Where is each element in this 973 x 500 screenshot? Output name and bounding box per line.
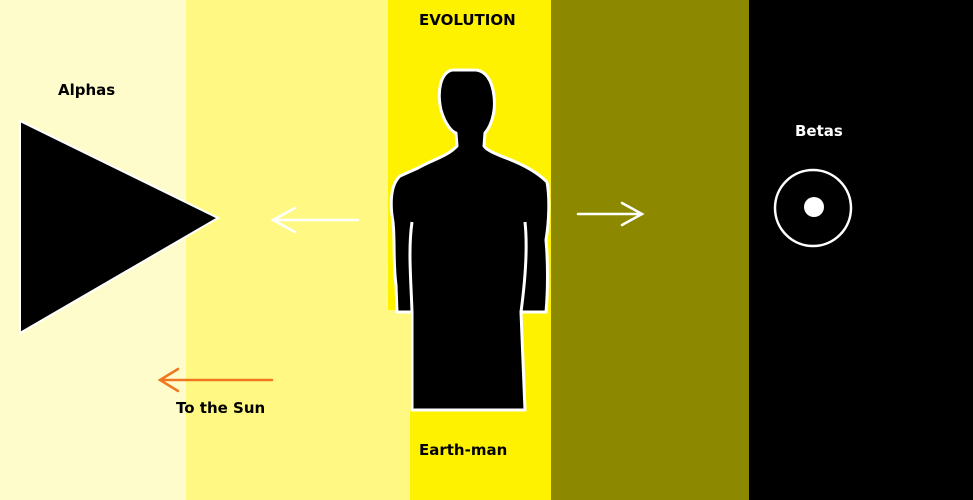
- alphas-label: Alphas: [58, 81, 116, 99]
- sun-arrow-icon: [157, 367, 274, 393]
- diagram-title: EVOLUTION: [419, 11, 516, 29]
- to-the-sun-label: To the Sun: [176, 399, 266, 417]
- betas-label: Betas: [795, 122, 843, 140]
- alphas-triangle-shape: [19, 119, 221, 335]
- earth-man-silhouette-icon: [388, 68, 551, 500]
- band-light-yellow: [186, 0, 395, 500]
- right-arrow-icon: [576, 201, 645, 227]
- band-black: [749, 0, 973, 500]
- earth-man-label: Earth-man: [419, 441, 508, 459]
- band-olive: [551, 0, 750, 500]
- left-arrow-icon: [270, 206, 360, 234]
- betas-circle-with-dot-icon: [773, 168, 853, 248]
